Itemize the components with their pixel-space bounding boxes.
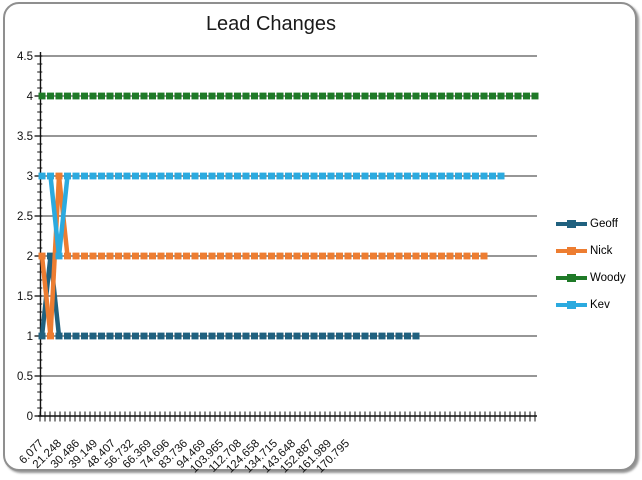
legend-marker-kev (556, 300, 587, 309)
svg-text:2: 2 (27, 251, 33, 263)
legend-marker-nick (556, 246, 587, 255)
legend-label-geoff: Geoff (590, 217, 618, 230)
svg-text:1: 1 (27, 331, 33, 343)
legend-item-woody: Woody (556, 264, 636, 291)
legend-item-geoff: Geoff (556, 210, 636, 237)
chart-legend: Geoff Nick Woody Kev (556, 210, 636, 318)
legend-square-icon (567, 246, 576, 255)
legend-square-icon (567, 300, 576, 309)
legend-square-icon (567, 273, 576, 282)
legend-label-kev: Kev (590, 298, 610, 311)
svg-text:3: 3 (27, 171, 33, 183)
svg-text:3.5: 3.5 (17, 131, 33, 143)
svg-text:4: 4 (27, 91, 34, 103)
svg-text:0: 0 (27, 411, 33, 423)
legend-item-nick: Nick (556, 237, 636, 264)
legend-item-kev: Kev (556, 291, 636, 318)
svg-text:0.5: 0.5 (17, 371, 33, 383)
legend-marker-geoff (556, 219, 587, 228)
legend-label-nick: Nick (590, 244, 613, 257)
svg-text:2.5: 2.5 (17, 211, 33, 223)
svg-text:4.5: 4.5 (17, 51, 33, 63)
chart-title: Lead Changes (205, 13, 337, 35)
chart-frame (3, 2, 637, 471)
svg-text:1.5: 1.5 (17, 291, 33, 303)
legend-label-woody: Woody (590, 271, 626, 284)
legend-marker-woody (556, 273, 587, 282)
legend-square-icon (567, 219, 576, 228)
